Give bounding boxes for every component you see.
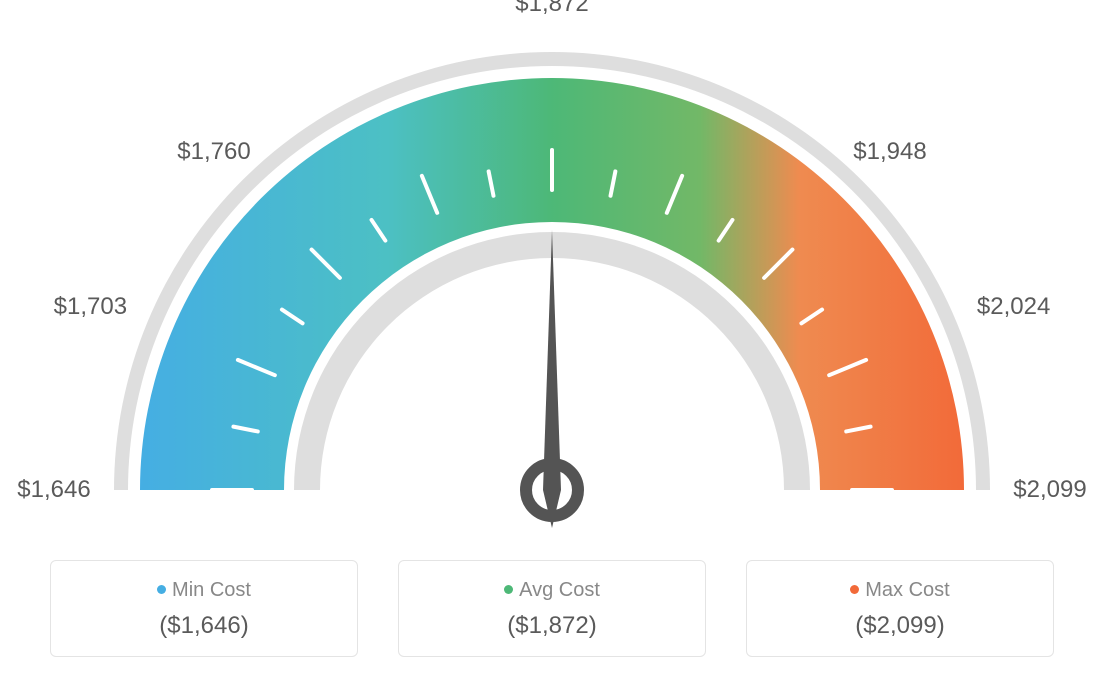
legend-card-min: Min Cost ($1,646): [50, 560, 358, 657]
gauge-svg: [0, 0, 1104, 560]
legend-row: Min Cost ($1,646) Avg Cost ($1,872) Max …: [0, 560, 1104, 657]
dot-icon: [504, 585, 513, 594]
legend-title-avg: Avg Cost: [409, 579, 695, 602]
legend-title-max: Max Cost: [757, 579, 1043, 602]
legend-title-avg-text: Avg Cost: [519, 579, 600, 601]
gauge-tick-label: $1,703: [54, 293, 127, 321]
legend-value-min: ($1,646): [61, 612, 347, 640]
gauge-tick-label: $1,872: [515, 0, 588, 18]
gauge-tick-label: $1,948: [853, 138, 926, 166]
dot-icon: [157, 585, 166, 594]
legend-title-min-text: Min Cost: [172, 579, 251, 601]
legend-title-min: Min Cost: [61, 579, 347, 602]
legend-card-max: Max Cost ($2,099): [746, 560, 1054, 657]
legend-value-max: ($2,099): [757, 612, 1043, 640]
legend-value-avg: ($1,872): [409, 612, 695, 640]
dot-icon: [850, 585, 859, 594]
gauge-tick-label: $2,024: [977, 293, 1050, 321]
gauge-tick-label: $1,760: [177, 138, 250, 166]
gauge-chart: $1,646 $1,703 $1,760 $1,872 $1,948 $2,024 $2,0…: [0, 0, 1104, 560]
legend-card-avg: Avg Cost ($1,872): [398, 560, 706, 657]
gauge-tick-label: $1,646: [17, 476, 90, 504]
legend-title-max-text: Max Cost: [865, 579, 949, 601]
gauge-tick-label: $2,099: [1013, 476, 1086, 504]
